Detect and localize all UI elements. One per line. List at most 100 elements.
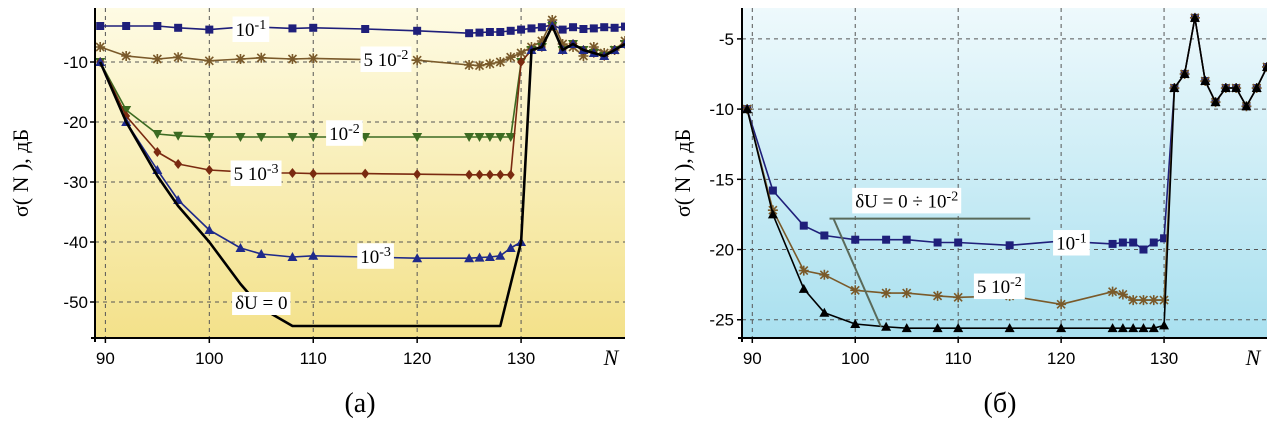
- x-axis-label: N: [1245, 345, 1262, 370]
- data-point-3-8: [309, 168, 318, 179]
- data-point-2-23: [1231, 83, 1242, 93]
- data-point-2-3: [173, 131, 184, 141]
- data-point-0-2: [153, 22, 162, 30]
- data-point-3-12: [475, 169, 484, 180]
- data-point-0-2: [799, 221, 808, 230]
- data-point-4-7: [287, 252, 298, 261]
- data-point-4-8: [308, 250, 319, 260]
- data-point-1-3: [173, 52, 184, 63]
- data-point-3-14: [496, 169, 505, 180]
- annotation-leader: [832, 218, 882, 328]
- data-point-2-21: [1210, 97, 1221, 107]
- data-point-2-8: [953, 323, 964, 333]
- annotation: δU = 0 ÷ 10-2: [829, 187, 1031, 328]
- annotation: δU = 0: [232, 292, 291, 315]
- data-point-1-14: [495, 57, 506, 67]
- data-point-3-9: [361, 168, 370, 179]
- panel-a: 90 100 110 120 130 -10 -20 -30 -40 -50 Nσ( N ), дБ…: [8, 8, 625, 419]
- data-point-1-10: [1056, 299, 1067, 310]
- data-point-2-17: [1169, 83, 1180, 93]
- data-point-3-3: [174, 159, 183, 169]
- data-point-0-4: [205, 25, 214, 34]
- y-tick-label: -25: [709, 311, 734, 330]
- data-point-1-19: [547, 15, 558, 25]
- y-tick-label: -20: [63, 113, 88, 132]
- y-tick-label: -30: [63, 173, 88, 192]
- series-group: [742, 12, 1267, 333]
- data-point-2-18: [1179, 69, 1190, 78]
- data-point-1-1: [121, 51, 132, 61]
- data-point-0-25: [610, 23, 619, 32]
- x-axis-label: N: [603, 345, 620, 370]
- data-point-2-6: [901, 323, 912, 333]
- data-point-4-12: [474, 252, 485, 262]
- x-tick-label: 110: [300, 349, 327, 368]
- annotation-bg: [326, 120, 363, 146]
- data-point-1-18: [536, 36, 547, 46]
- data-point-0-14: [1139, 245, 1148, 254]
- y-tick-label: -20: [709, 241, 734, 260]
- data-point-0-16: [517, 25, 526, 34]
- data-point-0-21: [569, 23, 578, 32]
- y-axis-label: σ( N ), дБ: [8, 129, 33, 217]
- annotation: 5 10-2: [360, 46, 412, 72]
- data-point-1-22: [578, 51, 589, 61]
- data-point-2-6: [256, 133, 267, 142]
- data-point-1-7: [932, 290, 943, 301]
- panel-caption: (б): [984, 388, 1017, 419]
- data-point-0-14: [496, 28, 505, 36]
- data-point-0-18: [537, 23, 546, 32]
- x-tick-label: 130: [507, 349, 535, 368]
- data-point-4-4: [204, 225, 215, 234]
- data-point-2-1: [767, 209, 778, 219]
- data-point-2-14: [1138, 323, 1149, 333]
- x-tick-label: 130: [1150, 349, 1178, 368]
- data-point-0-23: [589, 24, 598, 33]
- x-tick-label: 90: [96, 349, 115, 368]
- data-point-0-9: [1005, 241, 1014, 250]
- data-point-4-15: [505, 243, 516, 252]
- data-point-4-6: [256, 249, 267, 258]
- data-point-2-11: [464, 133, 475, 142]
- data-point-1-13: [484, 58, 495, 69]
- data-point-2-4: [850, 318, 861, 328]
- data-point-2-10: [412, 133, 423, 142]
- data-point-3-7: [288, 168, 297, 178]
- data-point-2-0: [742, 104, 753, 114]
- data-point-0-24: [600, 23, 609, 32]
- annotation-label: δU = 0 ÷ 10-2: [855, 189, 958, 213]
- data-point-1-8: [953, 292, 964, 303]
- x-tick-label: 120: [403, 349, 431, 368]
- data-point-2-5: [881, 321, 892, 331]
- data-point-2-4: [204, 133, 215, 142]
- data-point-4-13: [484, 252, 495, 261]
- data-point-2-5: [235, 133, 246, 142]
- data-point-2-1: [121, 106, 132, 115]
- data-point-0-16: [1160, 234, 1169, 243]
- data-point-0-9: [361, 25, 370, 33]
- panel-caption: (а): [344, 388, 375, 419]
- data-point-1-5: [881, 288, 892, 299]
- data-point-1-15: [505, 52, 516, 63]
- data-point-0-26: [621, 22, 625, 31]
- annotation: 5 10-3: [230, 160, 282, 186]
- data-point-0-6: [902, 235, 911, 244]
- data-point-0-15: [1149, 238, 1158, 247]
- data-point-3-13: [485, 169, 494, 180]
- data-point-2-3: [819, 307, 830, 317]
- data-point-0-8: [309, 23, 318, 32]
- data-point-1-5: [235, 54, 246, 64]
- data-point-0-1: [768, 186, 777, 195]
- data-point-2-2: [152, 130, 163, 139]
- data-point-2-7: [932, 323, 943, 333]
- data-point-2-12: [1117, 323, 1128, 333]
- data-point-1-20: [557, 39, 568, 49]
- data-point-0-13: [485, 28, 494, 36]
- annotation-bg: [852, 187, 962, 214]
- data-point-0-12: [1118, 238, 1127, 247]
- annotation-label: 10-3: [360, 244, 391, 268]
- data-point-1-12: [474, 60, 485, 71]
- data-point-3-16: [517, 57, 526, 67]
- data-point-2-12: [474, 133, 485, 142]
- annotation-bg: [232, 16, 270, 42]
